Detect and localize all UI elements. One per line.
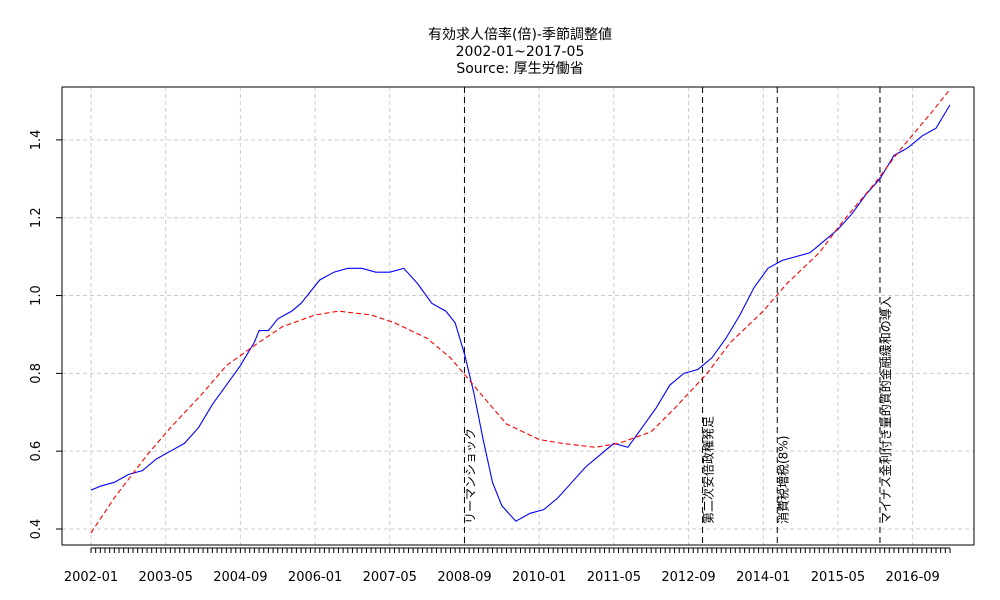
y-tick-label: 0.6 [29,441,44,462]
y-tick-label: 0.8 [29,363,44,384]
chart-title-line-2: 2002-01~2017-05 [456,44,585,60]
y-tick-label: 1.0 [29,285,44,306]
event-label: リーマンショック [463,428,477,524]
x-tick-label: 2007-05 [363,570,417,585]
x-tick-label: 2011-05 [587,570,641,585]
event-label: マイナス金利付き量的質的金融緩和の導入 [878,296,893,524]
series-line [90,88,951,534]
event-lines: リーマンショック 第二次安倍政権発足 消費税増税(8%) マイナス金利付き量的質的金融… [463,87,893,545]
plot-area-frame [61,86,975,546]
grid [62,87,974,545]
x-tick-label: 2012-09 [661,570,715,585]
x-tick-label: 2010-01 [512,570,566,585]
series-group [90,88,951,534]
y-tick-label: 1.2 [29,207,44,228]
x-tick-label: 2004-09 [213,570,267,585]
x-tick-label: 2015-05 [811,570,865,585]
chart-title: 有効求人倍率(倍)-季節調整値 2002-01~2017-05 Source: … [428,26,612,77]
axes: 0.4 0.6 0.8 1.0 1.2 1.4 2002-01 2003-05 2004-09 2… [29,130,951,585]
event-label: 第二次安倍政権発足 [701,416,716,524]
series-line [90,104,951,522]
x-tick-label: 2002-01 [64,570,118,585]
chart-title-line-1: 有効求人倍率(倍)-季節調整値 [428,26,612,43]
x-tick-label: 2006-01 [288,570,342,585]
x-tick-label: 2008-09 [437,570,491,585]
y-tick-label: 1.4 [29,130,44,151]
y-tick-label: 0.4 [29,519,44,540]
x-tick-label: 2003-05 [139,570,193,585]
x-tick-label: 2016-09 [885,570,939,585]
x-tick-label: 2014-01 [736,570,790,585]
chart-title-line-3: Source: 厚生労働省 [456,61,583,77]
event-label: 消費税増税(8%) [775,436,790,524]
